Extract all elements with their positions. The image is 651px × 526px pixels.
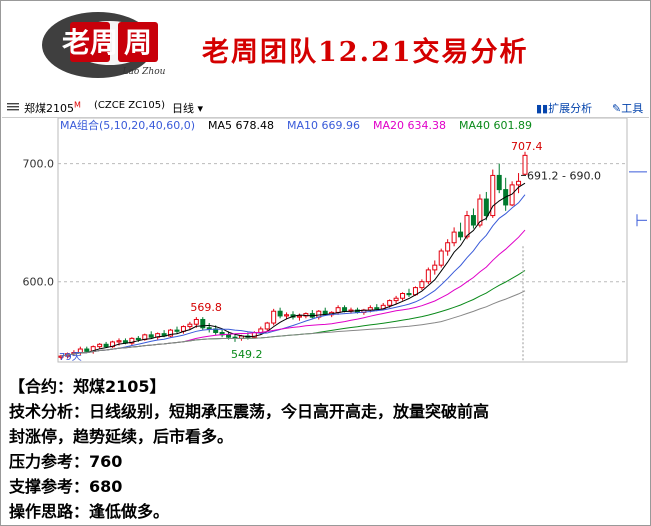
expand-analysis-button[interactable]: ▮▮扩展分析 xyxy=(536,102,593,115)
candle-body xyxy=(296,315,302,318)
candle-body xyxy=(135,337,141,341)
candle-body xyxy=(393,297,399,302)
candle-body xyxy=(445,242,451,252)
candle-body xyxy=(477,198,483,226)
chevron-down-icon: ▾ xyxy=(197,102,204,115)
candle-body xyxy=(103,343,109,348)
candle-body xyxy=(438,250,444,266)
logo-char-1: 老周 xyxy=(62,26,118,59)
peak-label: 569.8 xyxy=(190,301,222,314)
chart-icon: ▮▮ xyxy=(536,102,549,115)
candle-body xyxy=(200,318,206,329)
symbol-sup: M xyxy=(74,100,81,110)
logo-sub: Lao Zhou xyxy=(122,67,166,77)
candle-body xyxy=(458,231,464,238)
chart-svg: 700.0 600.0 MA组合(5,10,20,40,60,0) MA5 678.4… xyxy=(23,117,647,363)
candle-body xyxy=(516,180,522,186)
period-select[interactable]: 日线 ▾ xyxy=(172,102,204,115)
candle-body xyxy=(425,269,431,283)
chart-toolbar: 郑煤2105M (CZCE ZC105) 日线 ▾ ▮▮扩展分析 ✎工具 xyxy=(2,97,649,118)
candle-body xyxy=(284,314,290,317)
ma-legend-item: MA20 634.38 xyxy=(373,119,446,132)
tech-analysis-line-2: 封涨停，趋势延续，后市看多。 xyxy=(9,427,234,446)
candle-body xyxy=(464,215,470,238)
menu-icon[interactable] xyxy=(6,100,20,115)
analysis-text: 【合约：郑煤2105】 技术分析：日线级别，短期承压震荡，今日高开高走，放量突破… xyxy=(9,374,645,524)
candle-body xyxy=(496,174,502,191)
candle-body xyxy=(367,307,373,311)
candle-body xyxy=(483,198,489,217)
contract-line: 【合约：郑煤2105】 xyxy=(9,377,166,396)
days-label: 79天 xyxy=(59,352,82,363)
candle-body xyxy=(97,343,103,348)
high-label: 707.4 xyxy=(511,140,543,153)
candle-body xyxy=(148,334,154,338)
ma-legend-item: MA40 601.89 xyxy=(459,119,532,132)
ma-line-5 xyxy=(60,182,526,357)
candle-body xyxy=(193,318,199,325)
page-title: 老周团队12.21交易分析 xyxy=(202,37,529,68)
candle-body xyxy=(406,293,412,296)
strategy-line: 操作思路：逢低做多。 xyxy=(9,502,170,521)
ma-legend-item: MA5 678.48 xyxy=(208,119,274,132)
candle-body xyxy=(400,293,406,299)
kline-chart[interactable]: 700.0 600.0 MA组合(5,10,20,40,60,0) MA5 678.4… xyxy=(2,117,649,368)
tools-button[interactable]: ✎工具 xyxy=(612,102,644,115)
ma-legend-item: MA10 669.96 xyxy=(287,119,360,132)
candle-body xyxy=(374,307,380,310)
candle-body xyxy=(335,307,341,313)
candle-body xyxy=(271,310,277,324)
ma-legend-group: MA组合(5,10,20,40,60,0) xyxy=(60,118,195,132)
logo-char-2: 周 xyxy=(124,26,152,59)
y-tick-label: 600.0 xyxy=(23,276,55,289)
header-banner: 老周 周 Lao Zhou 老周团队12.21交易分析 xyxy=(2,2,649,88)
tech-analysis-line-1: 技术分析：日线级别，短期承压震荡，今日高开高走，放量突破前高 xyxy=(9,402,490,421)
candle-body xyxy=(419,281,425,289)
tool-icon: ✎ xyxy=(612,102,622,115)
range-label: 691.2 - 690.0 xyxy=(527,169,601,182)
candle-body xyxy=(470,215,476,226)
candle-body xyxy=(84,348,90,352)
candle-body xyxy=(116,340,122,343)
candle-body xyxy=(342,307,348,312)
candle-body xyxy=(174,329,180,332)
symbol-code: (CZCE ZC105) xyxy=(94,100,166,111)
candle-body xyxy=(206,327,212,330)
ma-line-10 xyxy=(60,194,526,357)
y-tick-label: 700.0 xyxy=(23,158,55,171)
resistance-line: 压力参考：760 xyxy=(9,452,123,471)
candle-body xyxy=(129,337,135,344)
logo: 老周 周 Lao Zhou xyxy=(40,8,190,82)
candle-body xyxy=(187,323,193,328)
candle-body xyxy=(490,174,496,217)
candle-body xyxy=(226,334,232,338)
candle-body xyxy=(432,264,438,271)
symbol-name[interactable]: 郑煤2105M xyxy=(24,100,81,115)
support-line: 支撑参考：680 xyxy=(9,477,123,496)
candle-body xyxy=(522,154,528,175)
candle-body xyxy=(277,310,283,317)
low-label: 549.2 xyxy=(231,348,263,361)
candle-body xyxy=(168,329,174,337)
candle-body xyxy=(264,322,270,330)
plot-area xyxy=(57,117,628,363)
candle-body xyxy=(451,231,457,244)
ma-line-60 xyxy=(60,290,526,357)
candle-body xyxy=(387,300,393,306)
